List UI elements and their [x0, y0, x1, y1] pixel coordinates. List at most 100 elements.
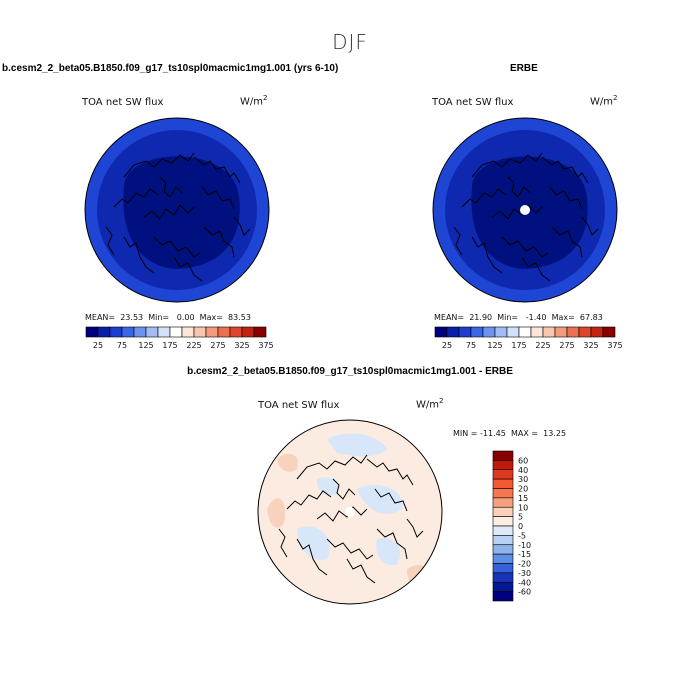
colorbar-swatch-1 — [97, 326, 111, 338]
coastline-5 — [203, 226, 235, 258]
panel-3-polar-map — [257, 419, 443, 605]
colorbar-swatch-6 — [157, 326, 171, 338]
colorbar-tick-label: 75 — [466, 341, 476, 350]
colorbar-swatch-4 — [492, 488, 514, 499]
coastline-4 — [201, 186, 235, 210]
coastline-2 — [143, 204, 195, 220]
colorbar-swatch-11 — [492, 553, 514, 564]
colorbar-tick-label: -30 — [518, 569, 531, 578]
diff-positive-region-1 — [407, 565, 430, 590]
colorbar-swatch-1 — [492, 460, 514, 471]
colorbar-tick-label: 225 — [535, 341, 550, 350]
panel-1-colorbar: 25 75 125 175 225 275 325 375 — [85, 326, 274, 350]
colorbar-tick-label: -60 — [518, 588, 531, 597]
colorbar-swatch-11 — [217, 326, 231, 338]
coastline-3 — [541, 156, 589, 184]
colorbar-tick-label: 175 — [162, 341, 177, 350]
diff-negative-region-2 — [357, 485, 403, 514]
season-title: DJF — [332, 30, 368, 54]
colorbar-tick-label: 5 — [518, 513, 523, 522]
coastline-11 — [332, 478, 356, 500]
colorbar-swatch-4 — [133, 326, 147, 338]
coastline-9 — [278, 528, 288, 558]
colorbar-tick-label: 375 — [607, 341, 622, 350]
panel-3-units: W/m2 — [416, 397, 444, 411]
coastline-9 — [105, 226, 115, 256]
colorbar-tick-label: -10 — [518, 541, 531, 550]
coastline-0 — [471, 152, 543, 178]
coastline-1 — [286, 490, 332, 510]
colorbar-swatch-5 — [494, 326, 508, 338]
coastline-0 — [296, 454, 368, 480]
colorbar-tick-label: 25 — [442, 341, 452, 350]
colorbar-tick-label: 375 — [258, 341, 273, 350]
coastline-5 — [551, 226, 583, 258]
colorbar-tick-label: -20 — [518, 560, 531, 569]
colorbar-swatch-0 — [492, 450, 514, 461]
panel-3-subtitle: TOA net SW flux — [258, 400, 340, 411]
colorbar-tick-label: 175 — [511, 341, 526, 350]
colorbar-tick-label: 225 — [186, 341, 201, 350]
colorbar-tick-label: 275 — [559, 341, 574, 350]
colorbar-swatch-11 — [566, 326, 580, 338]
colorbar-swatch-13 — [241, 326, 255, 338]
colorbar-tick-label: 0 — [518, 522, 523, 531]
colorbar-swatch-10 — [554, 326, 568, 338]
coastline-1 — [113, 188, 159, 208]
colorbar-swatch-12 — [578, 326, 592, 338]
diff-negative-region-4 — [376, 537, 401, 566]
map-boundary — [84, 117, 270, 303]
colorbar-swatch-14 — [253, 326, 267, 338]
panel-1-title: b.cesm2_2_beta05.B1850.f09_g17_ts10spl0m… — [2, 63, 339, 74]
diff-negative-region-0 — [327, 433, 387, 457]
panel-2-stats: MEAN= 21.90 Min= -1.40 Max= 67.83 — [434, 313, 603, 322]
colorbar-tick-label: -5 — [518, 531, 526, 540]
colorbar-swatch-6 — [492, 506, 514, 517]
map-boundary — [432, 117, 618, 303]
colorbar-swatch-9 — [542, 326, 556, 338]
colorbar-swatch-7 — [518, 326, 532, 338]
colorbar-tick-label: 20 — [518, 485, 528, 494]
colorbar-swatch-1 — [446, 326, 460, 338]
panel-2-subtitle: TOA net SW flux — [432, 97, 514, 108]
colorbar-tick-label: 325 — [583, 341, 598, 350]
colorbar-tick-label: 15 — [518, 494, 528, 503]
diff-positive-region-2 — [277, 453, 298, 472]
diff-negative-region-3 — [316, 477, 339, 496]
colorbar-tick-label: 125 — [138, 341, 153, 350]
diff-positive-region-0 — [267, 498, 286, 528]
colorbar-swatch-12 — [492, 563, 514, 574]
colorbar-tick-label: 10 — [518, 503, 528, 512]
coastline-10 — [581, 216, 599, 236]
colorbar-tick-label: 25 — [93, 341, 103, 350]
coastline-2 — [491, 204, 543, 220]
colorbar-swatch-3 — [492, 478, 514, 489]
colorbar-swatch-8 — [181, 326, 195, 338]
coastline-0 — [123, 152, 195, 178]
colorbar-swatch-8 — [492, 525, 514, 536]
coastline-7 — [123, 236, 155, 274]
colorbar-swatch-13 — [590, 326, 604, 338]
colorbar-swatch-14 — [602, 326, 616, 338]
colorbar-tick-label: 60 — [518, 456, 528, 465]
coastline-11 — [159, 176, 183, 198]
coastline-9 — [453, 226, 463, 256]
coastline-7 — [296, 538, 328, 576]
panel-2-title: ERBE — [510, 63, 538, 74]
coastline-5 — [376, 528, 408, 560]
coastline-4 — [374, 488, 408, 512]
colorbar-swatch-9 — [492, 535, 514, 546]
panel-1-subtitle: TOA net SW flux — [82, 97, 164, 108]
panel-3-stats: MIN = -11.45 MAX = 13.25 — [453, 429, 567, 438]
colorbar-swatch-3 — [470, 326, 484, 338]
coastline-8 — [346, 558, 376, 584]
colorbar-swatch-5 — [492, 497, 514, 508]
colorbar-tick-label: 275 — [210, 341, 225, 350]
coastline-4 — [549, 186, 583, 210]
panel-2-colorbar: 25 75 125 175 225 275 325 375 — [434, 326, 623, 350]
colorbar-swatch-9 — [193, 326, 207, 338]
colorbar-swatch-10 — [492, 544, 514, 555]
colorbar-swatch-2 — [109, 326, 123, 338]
panel-1-stats: MEAN= 23.53 Min= 0.00 Max= 83.53 — [85, 313, 251, 322]
